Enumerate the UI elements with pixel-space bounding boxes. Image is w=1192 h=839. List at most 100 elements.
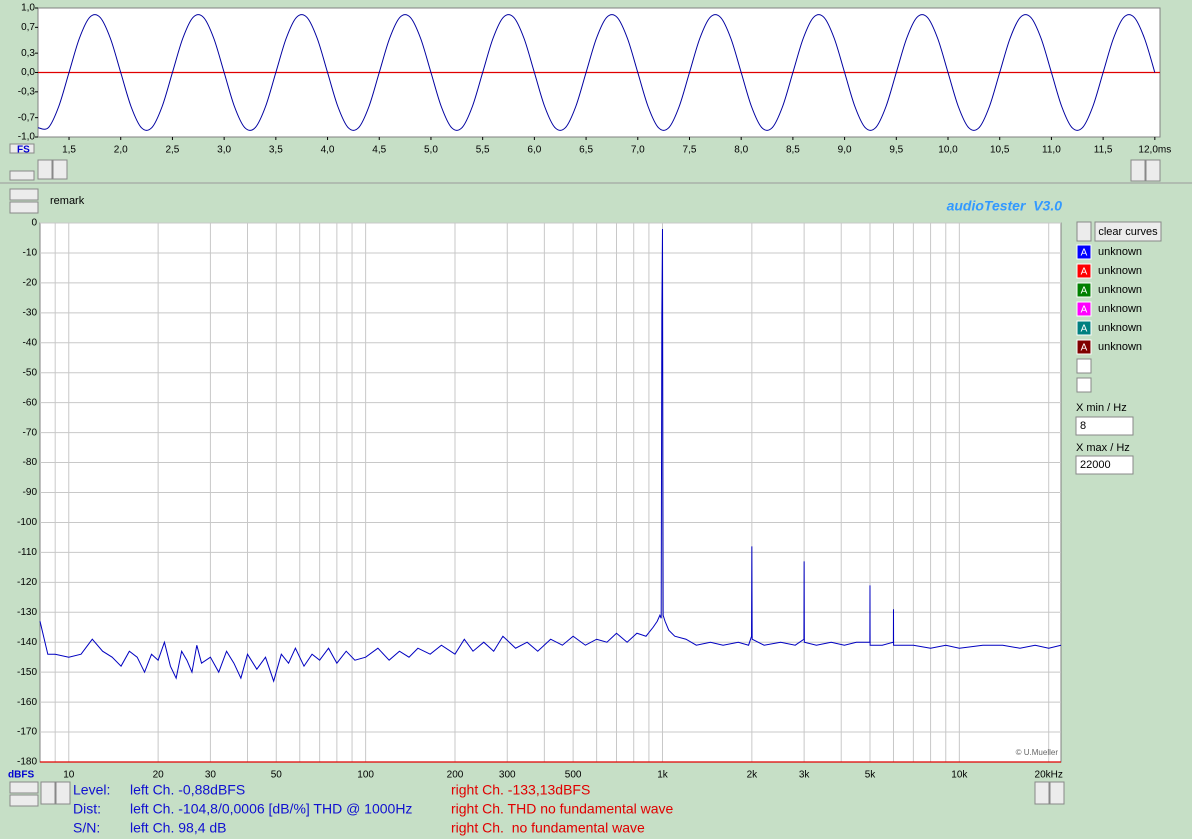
y-tick-label: -0,3 <box>18 86 36 97</box>
x-tick-label: 11,5 <box>1094 145 1113 156</box>
y-tick-label: -80 <box>23 457 38 468</box>
y-tick-label: 0 <box>31 218 37 229</box>
x-tick-label: 100 <box>357 770 374 781</box>
curve-label: unknown <box>1098 341 1142 353</box>
x-tick-label: 8,0 <box>734 145 748 156</box>
x-tick-label: 20kHz <box>1035 770 1063 781</box>
axis-label: dBFS <box>8 770 34 781</box>
curve-swatch[interactable] <box>1076 263 1092 279</box>
spin-down[interactable] <box>9 170 35 181</box>
checkbox[interactable] <box>1076 358 1092 374</box>
x-tick-label: 3,0 <box>217 145 231 156</box>
xmax-label: X max / Hz <box>1076 442 1130 454</box>
y-tick-label: -40 <box>23 337 38 348</box>
curve-label: unknown <box>1098 284 1142 296</box>
x-tick-label: 5,5 <box>476 145 490 156</box>
y-tick-label: -160 <box>17 697 37 708</box>
status-text: right Ch. THD no fundamental wave <box>451 801 674 817</box>
y-tick-label: 0,0 <box>21 67 35 78</box>
x-tick-label: 10 <box>63 770 75 781</box>
xmin-input[interactable] <box>1075 416 1134 436</box>
app-title: audioTester V3.0 <box>947 198 1063 214</box>
y-tick-label: -0,7 <box>18 112 36 123</box>
status-text: Level: <box>73 782 110 798</box>
curve-marker[interactable]: A <box>1081 343 1088 354</box>
x-tick-label: 20 <box>153 770 165 781</box>
y-tick-label: -180 <box>17 757 37 768</box>
x-tick-label: 2k <box>747 770 759 781</box>
spin-down[interactable] <box>9 794 39 807</box>
scroll-left[interactable] <box>1130 159 1146 182</box>
xmin-label: X min / Hz <box>1076 402 1127 414</box>
x-tick-label: 7,0 <box>631 145 645 156</box>
x-tick-label: 2,5 <box>165 145 179 156</box>
curve-marker[interactable]: A <box>1081 305 1088 316</box>
x-tick-label: 2,0 <box>114 145 128 156</box>
xmin-value[interactable]: 8 <box>1080 420 1086 432</box>
annotation: © U.Mueller <box>1016 748 1059 757</box>
spinner[interactable] <box>1076 221 1092 242</box>
y-tick-label: -120 <box>17 577 37 588</box>
x-tick-label: 6,0 <box>527 145 541 156</box>
x-tick-label: 3,5 <box>269 145 283 156</box>
curve-marker[interactable]: A <box>1081 248 1088 259</box>
y-tick-label: 0,7 <box>21 22 35 33</box>
curve-marker[interactable]: A <box>1081 267 1088 278</box>
y-tick-label: -70 <box>23 427 38 438</box>
scroll-left[interactable] <box>1034 781 1050 805</box>
spin-up[interactable] <box>9 188 39 201</box>
y-tick-label: -100 <box>17 517 37 528</box>
y-tick-label: -20 <box>23 278 38 289</box>
status-text: left Ch. -0,88dBFS <box>130 782 245 798</box>
scroll-right[interactable] <box>52 159 68 180</box>
y-tick-label: -110 <box>18 547 38 558</box>
status-text: right Ch. -133,13dBFS <box>451 782 590 798</box>
curve-swatch[interactable] <box>1076 301 1092 317</box>
x-tick-label: 200 <box>447 770 464 781</box>
xmax-value[interactable]: 22000 <box>1080 459 1111 471</box>
curve-label: unknown <box>1098 265 1142 277</box>
x-tick-label: 3k <box>799 770 811 781</box>
scroll-left[interactable] <box>37 159 53 180</box>
x-tick-label: 5,0 <box>424 145 438 156</box>
curve-swatch[interactable] <box>1076 320 1092 336</box>
x-tick-label: 10,0 <box>938 145 958 156</box>
checkbox[interactable] <box>1076 377 1092 393</box>
y-tick-label: -150 <box>17 667 37 678</box>
scroll-right[interactable] <box>1049 781 1065 805</box>
x-tick-label: 5k <box>865 770 877 781</box>
spin-up[interactable] <box>9 143 35 154</box>
scroll-left[interactable] <box>40 781 56 805</box>
xmax-input[interactable] <box>1075 455 1134 475</box>
y-tick-label: -90 <box>23 487 38 498</box>
clear-curves-button[interactable] <box>1094 221 1162 242</box>
status-text: Dist: <box>73 801 101 817</box>
x-tick-label: 10,5 <box>990 145 1010 156</box>
y-tick-label: -60 <box>23 397 38 408</box>
curve-marker[interactable]: A <box>1081 286 1088 297</box>
y-tick-label: 0,3 <box>21 48 35 59</box>
x-tick-label: 4,0 <box>321 145 335 156</box>
x-tick-label: 1k <box>657 770 669 781</box>
clear-curves-label[interactable]: clear curves <box>1098 226 1158 238</box>
scroll-right[interactable] <box>1145 159 1161 182</box>
spin-down[interactable] <box>9 201 39 214</box>
x-tick-label: 6,5 <box>579 145 593 156</box>
x-tick-label: 50 <box>271 770 283 781</box>
status-text: right Ch. no fundamental wave <box>451 820 645 836</box>
status-text: S/N: <box>73 820 100 836</box>
x-tick-label: 9,0 <box>838 145 852 156</box>
curve-swatch[interactable] <box>1076 282 1092 298</box>
spin-up[interactable] <box>9 781 39 794</box>
scroll-right[interactable] <box>55 781 71 805</box>
curve-swatch[interactable] <box>1076 339 1092 355</box>
x-tick-label: 500 <box>565 770 582 781</box>
data-line <box>37 14 1156 131</box>
spinner-top[interactable] <box>9 143 1161 807</box>
y-tick-label: -170 <box>17 727 37 738</box>
status-text: left Ch. -104,8/0,0006 [dB/%] THD @ 1000… <box>130 801 412 817</box>
curve-marker[interactable]: A <box>1081 324 1088 335</box>
curve-swatch[interactable] <box>1076 244 1092 260</box>
y-tick-label: -1,0 <box>18 132 36 143</box>
